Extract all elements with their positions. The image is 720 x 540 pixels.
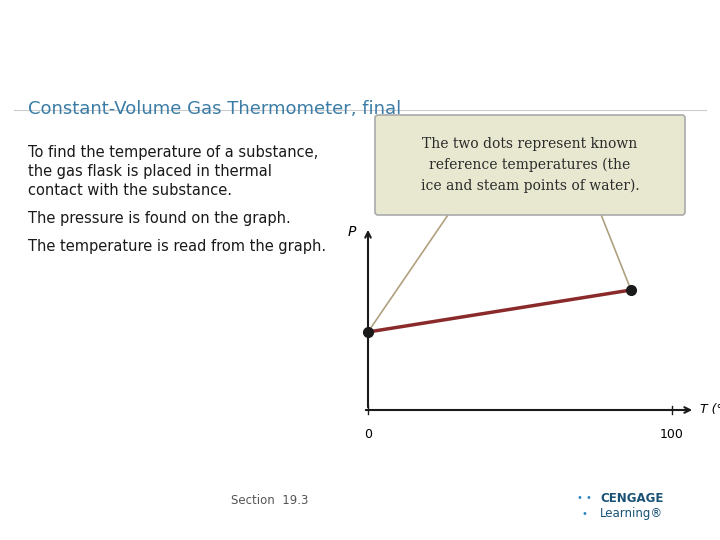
- Text: 100: 100: [660, 428, 684, 441]
- Text: Constant-Volume Gas Thermometer, final: Constant-Volume Gas Thermometer, final: [28, 100, 401, 118]
- Text: Learning®: Learning®: [600, 508, 663, 521]
- Text: Section  19.3: Section 19.3: [231, 494, 309, 507]
- FancyBboxPatch shape: [375, 115, 685, 215]
- Text: 0: 0: [364, 428, 372, 441]
- Text: To find the temperature of a substance,: To find the temperature of a substance,: [28, 145, 318, 160]
- Circle shape: [0, 0, 720, 49]
- Circle shape: [0, 32, 540, 98]
- Text: T (°C): T (°C): [700, 403, 720, 416]
- Text: the gas flask is placed in thermal: the gas flask is placed in thermal: [28, 164, 272, 179]
- Text: • •: • •: [577, 493, 591, 503]
- Text: P: P: [348, 225, 356, 239]
- Text: The temperature is read from the graph.: The temperature is read from the graph.: [28, 239, 326, 254]
- Text: •: •: [581, 509, 587, 519]
- Text: CENGAGE: CENGAGE: [600, 491, 663, 504]
- Circle shape: [194, 29, 720, 101]
- Text: The two dots represent known
reference temperatures (the
ice and steam points of: The two dots represent known reference t…: [420, 137, 639, 193]
- Circle shape: [0, 23, 720, 120]
- Circle shape: [0, 0, 720, 32]
- Text: contact with the substance.: contact with the substance.: [28, 183, 232, 198]
- Text: The pressure is found on the graph.: The pressure is found on the graph.: [28, 211, 291, 226]
